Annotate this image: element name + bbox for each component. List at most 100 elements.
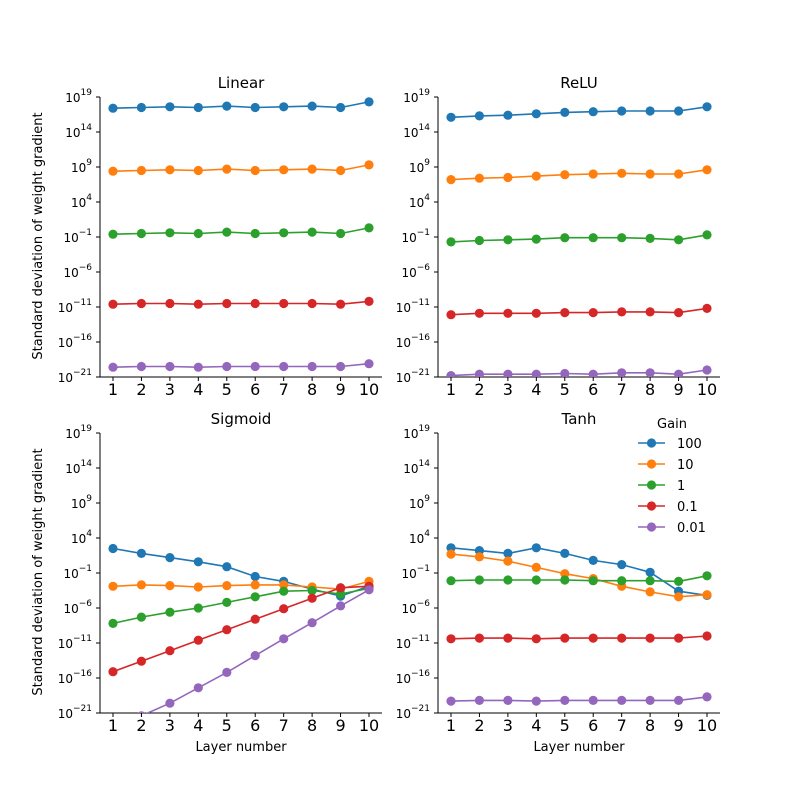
- x-tick-label: 5: [222, 380, 232, 399]
- x-tick-label: 1: [108, 716, 118, 735]
- data-point-gain-10: [250, 165, 260, 176]
- data-point-gain-0.01: [222, 361, 232, 372]
- data-point-gain-10: [446, 549, 456, 559]
- data-point-gain-0.1: [336, 299, 346, 309]
- data-point-gain-0.1: [108, 667, 118, 677]
- data-point-gain-1: [645, 576, 655, 586]
- data-point-gain-0.01: [108, 362, 118, 372]
- data-point-gain-0.01: [588, 695, 598, 706]
- data-point-gain-1: [250, 592, 260, 602]
- data-point-gain-0.01: [617, 368, 627, 377]
- data-point-gain-10: [307, 164, 317, 174]
- series-group: [446, 543, 712, 706]
- data-point-gain-1: [307, 585, 317, 596]
- series-line-gain-0.1: [112, 585, 370, 673]
- data-point-gain-0.01: [193, 683, 203, 693]
- series-line-gain-1: [450, 575, 708, 583]
- data-point-gain-100: [674, 106, 684, 116]
- data-point-gain-100: [222, 101, 232, 111]
- data-point-gain-100: [503, 548, 513, 559]
- data-point-gain-0.1: [279, 604, 289, 614]
- series-line-gain-0.1: [450, 307, 708, 316]
- panel-title: ReLU: [560, 74, 598, 92]
- data-point-gain-1: [674, 235, 684, 245]
- data-point-gain-0.1: [108, 299, 118, 309]
- x-tick-label: 7: [617, 716, 627, 735]
- data-point-gain-1: [446, 237, 456, 247]
- legend-marker: [646, 480, 657, 490]
- legend: Gain 100 10 1 0.1 0.01: [638, 417, 706, 536]
- data-point-gain-0.1: [674, 308, 684, 318]
- data-point-gain-0.01: [165, 698, 175, 708]
- data-point-gain-0.1: [560, 633, 570, 643]
- legend-marker: [646, 522, 657, 532]
- data-point-gain-0.1: [560, 308, 570, 318]
- data-point-gain-100: [588, 107, 598, 117]
- data-point-gain-0.1: [279, 298, 289, 309]
- data-point-gain-0.1: [617, 633, 627, 643]
- panel-relu: ReLU1019101410910410−110−610−1110−1610−2…: [396, 74, 720, 399]
- data-point-gain-0.1: [222, 298, 232, 309]
- data-point-gain-10: [364, 160, 374, 170]
- data-point-gain-100: [560, 107, 570, 117]
- data-point-gain-0.01: [674, 369, 684, 377]
- data-point-gain-0.01: [674, 695, 684, 706]
- data-point-gain-1: [136, 612, 146, 622]
- data-point-gain-0.01: [560, 695, 570, 706]
- data-point-gain-10: [108, 581, 118, 591]
- series-line-gain-0.01: [450, 696, 708, 702]
- legend-label: 0.1: [677, 500, 698, 515]
- data-point-gain-0.01: [503, 369, 513, 377]
- data-point-gain-0.1: [307, 593, 317, 603]
- series-group: [108, 543, 374, 713]
- data-point-gain-0.1: [474, 633, 484, 643]
- x-tick-label: 2: [136, 716, 146, 735]
- data-point-gain-10: [531, 171, 541, 181]
- series-line-gain-0.01: [112, 362, 370, 369]
- x-tick-label: 6: [250, 716, 260, 735]
- data-point-gain-0.01: [307, 361, 317, 372]
- panels: Linear1019101410910410−110−610−1110−1610…: [58, 74, 720, 755]
- data-point-gain-0.01: [336, 361, 346, 372]
- data-point-gain-10: [617, 168, 627, 178]
- series-group: [108, 97, 374, 372]
- x-tick-label: 4: [193, 380, 203, 399]
- x-tick-label: 3: [503, 716, 513, 735]
- data-point-gain-0.01: [474, 695, 484, 706]
- data-point-gain-1: [279, 586, 289, 596]
- data-point-gain-0.1: [136, 656, 146, 666]
- data-point-gain-0.1: [193, 635, 203, 645]
- data-point-gain-10: [250, 580, 260, 590]
- data-point-gain-0.01: [250, 361, 260, 372]
- data-point-gain-100: [250, 571, 260, 582]
- data-point-gain-100: [617, 560, 627, 570]
- panel-title: Linear: [218, 74, 265, 92]
- data-point-gain-100: [474, 546, 484, 556]
- panel-linear: Linear1019101410910410−110−610−1110−1610…: [58, 74, 382, 399]
- data-point-gain-100: [617, 106, 627, 116]
- data-point-gain-100: [446, 112, 456, 122]
- data-point-gain-10: [279, 580, 289, 590]
- x-axis-label: Layer number: [533, 740, 625, 755]
- data-point-gain-0.1: [588, 633, 598, 643]
- data-point-gain-0.1: [503, 308, 513, 318]
- series-line-gain-100: [450, 106, 708, 119]
- data-point-gain-10: [503, 556, 513, 566]
- data-point-gain-1: [336, 589, 346, 599]
- data-point-gain-0.01: [474, 369, 484, 377]
- data-point-gain-0.01: [136, 361, 146, 372]
- x-tick-label: 7: [617, 380, 627, 399]
- data-point-gain-10: [193, 165, 203, 176]
- data-point-gain-0.1: [702, 303, 712, 313]
- x-tick-label: 8: [307, 380, 317, 399]
- data-point-gain-0.1: [503, 633, 513, 643]
- data-point-gain-100: [446, 543, 456, 553]
- x-tick-label: 6: [588, 716, 598, 735]
- x-tick-label: 9: [673, 380, 683, 399]
- data-point-gain-1: [503, 235, 513, 245]
- panel-title: Sigmoid: [211, 410, 272, 428]
- data-point-gain-0.1: [674, 633, 684, 643]
- x-tick-label: 3: [503, 380, 513, 399]
- data-point-gain-10: [560, 170, 570, 180]
- legend-entries: 100 10 1 0.1 0.01: [638, 437, 706, 536]
